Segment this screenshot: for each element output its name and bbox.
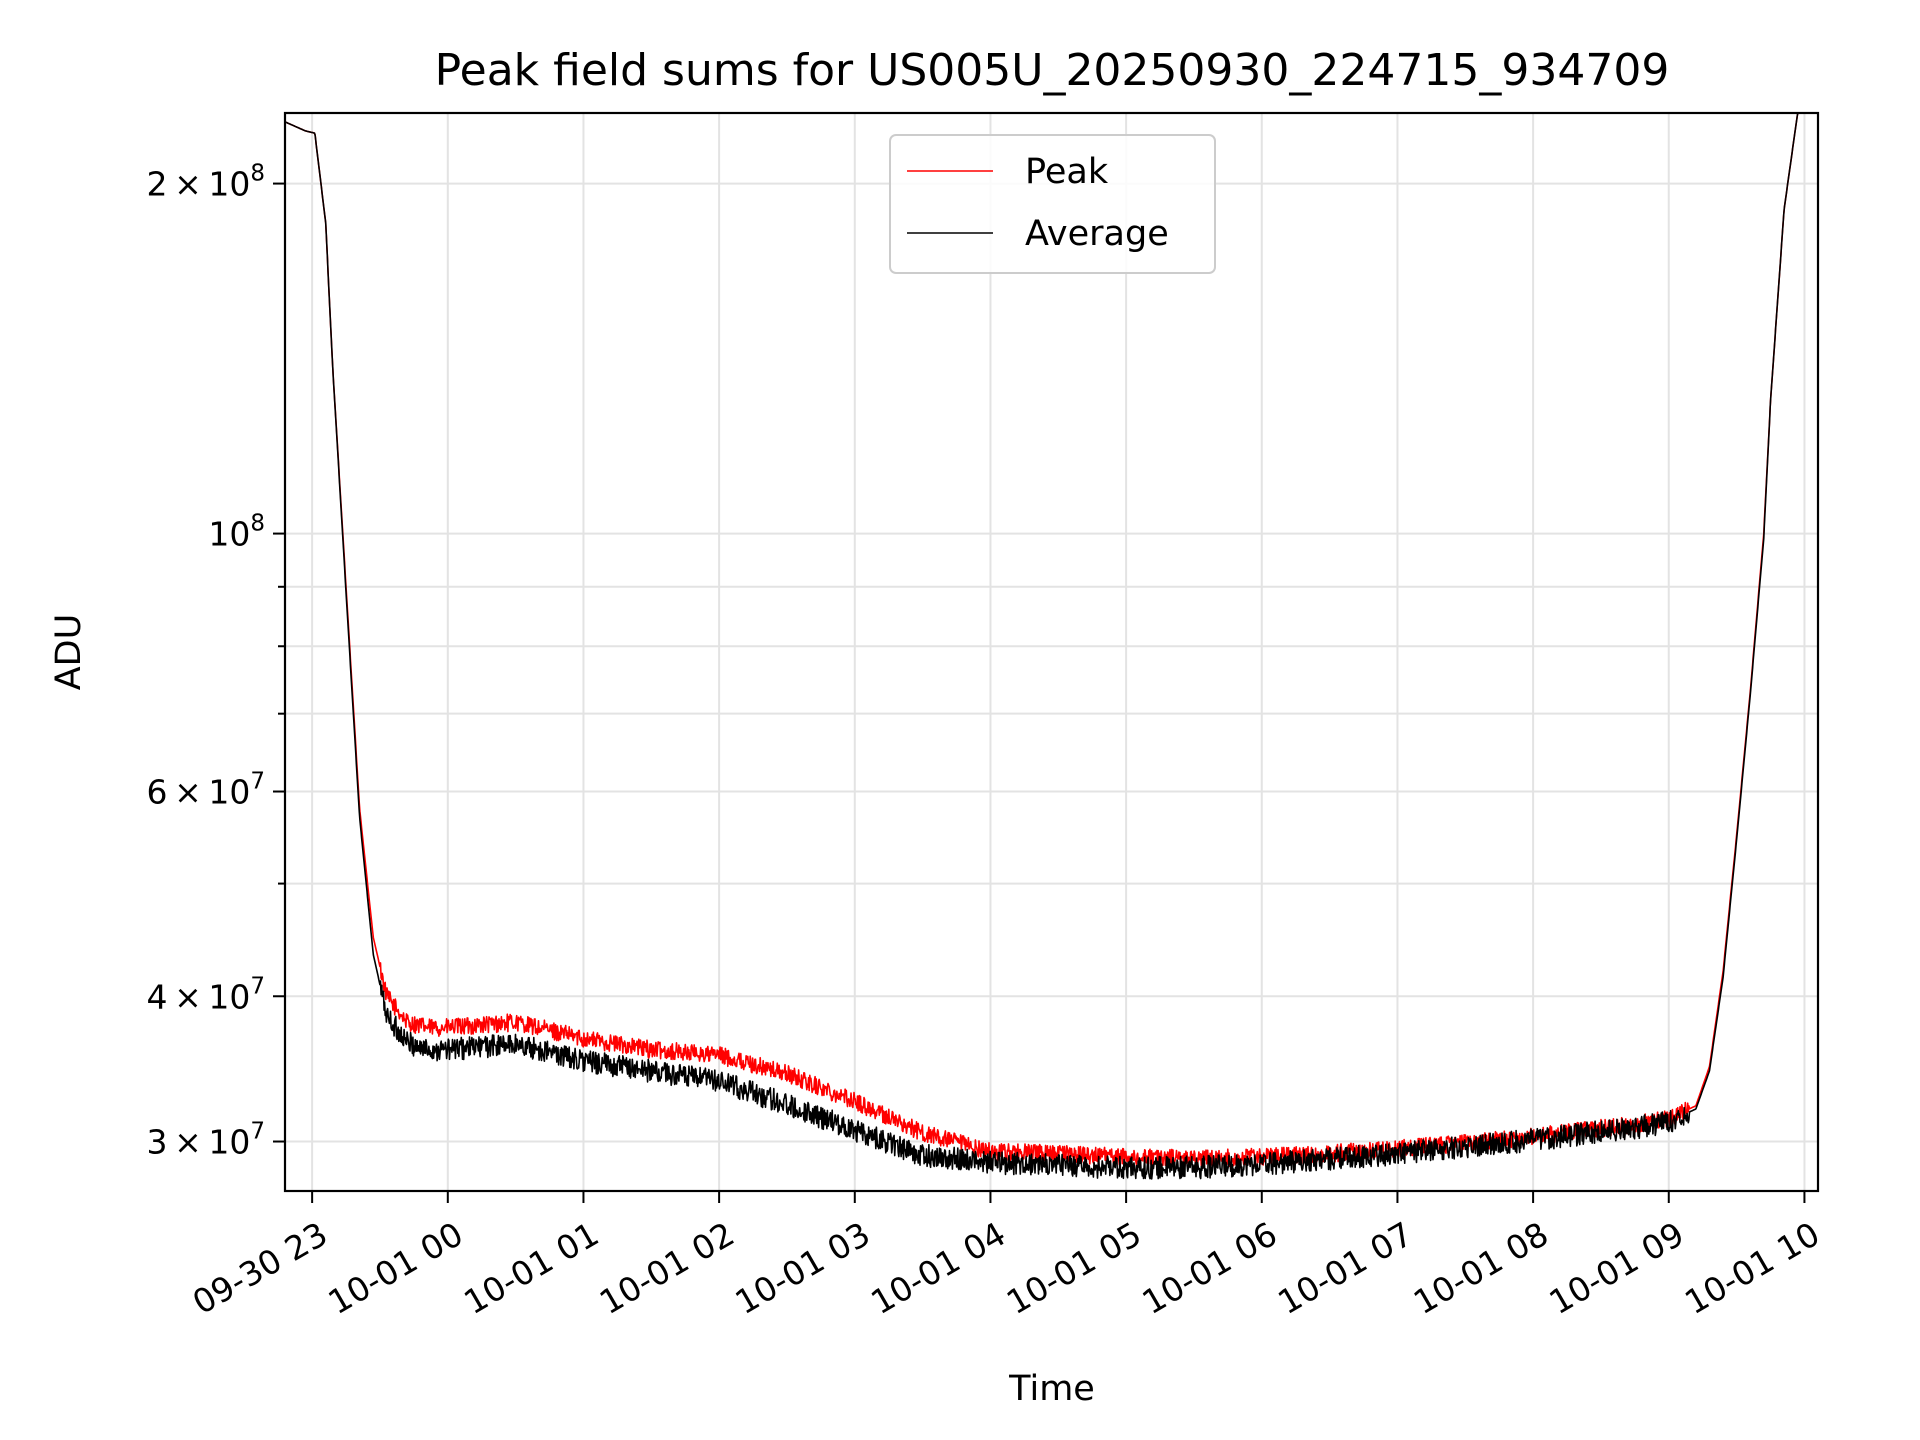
x-axis-label: Time: [1008, 1369, 1095, 1409]
y-tick-label: 4 × 107: [147, 973, 265, 1016]
legend-box: [889, 134, 1216, 274]
y-axis: 3 × 107 4 × 107 6 × 107 108 2 × 108: [147, 161, 285, 1162]
y-tick-label: 6 × 107: [147, 769, 265, 812]
y-axis-label: ADU: [49, 614, 89, 691]
chart-title: Peak field sums for US005U_20250930_2247…: [435, 45, 1670, 96]
legend-peak-label: Peak: [1025, 152, 1109, 192]
series-line-average: [284, 112, 1819, 1180]
y-tick-label: 3 × 107: [147, 1119, 265, 1162]
grid-layer: [285, 113, 1818, 1191]
y-tick-label: 2 × 108: [147, 161, 265, 204]
series-line-peak: [284, 112, 1819, 1168]
y-tick-label: 108: [208, 511, 265, 554]
legend: Peak Average: [889, 134, 1216, 274]
legend-average-label: Average: [1025, 214, 1169, 254]
series-layer: [284, 112, 1819, 1180]
plot-frame: [283, 111, 1820, 1193]
